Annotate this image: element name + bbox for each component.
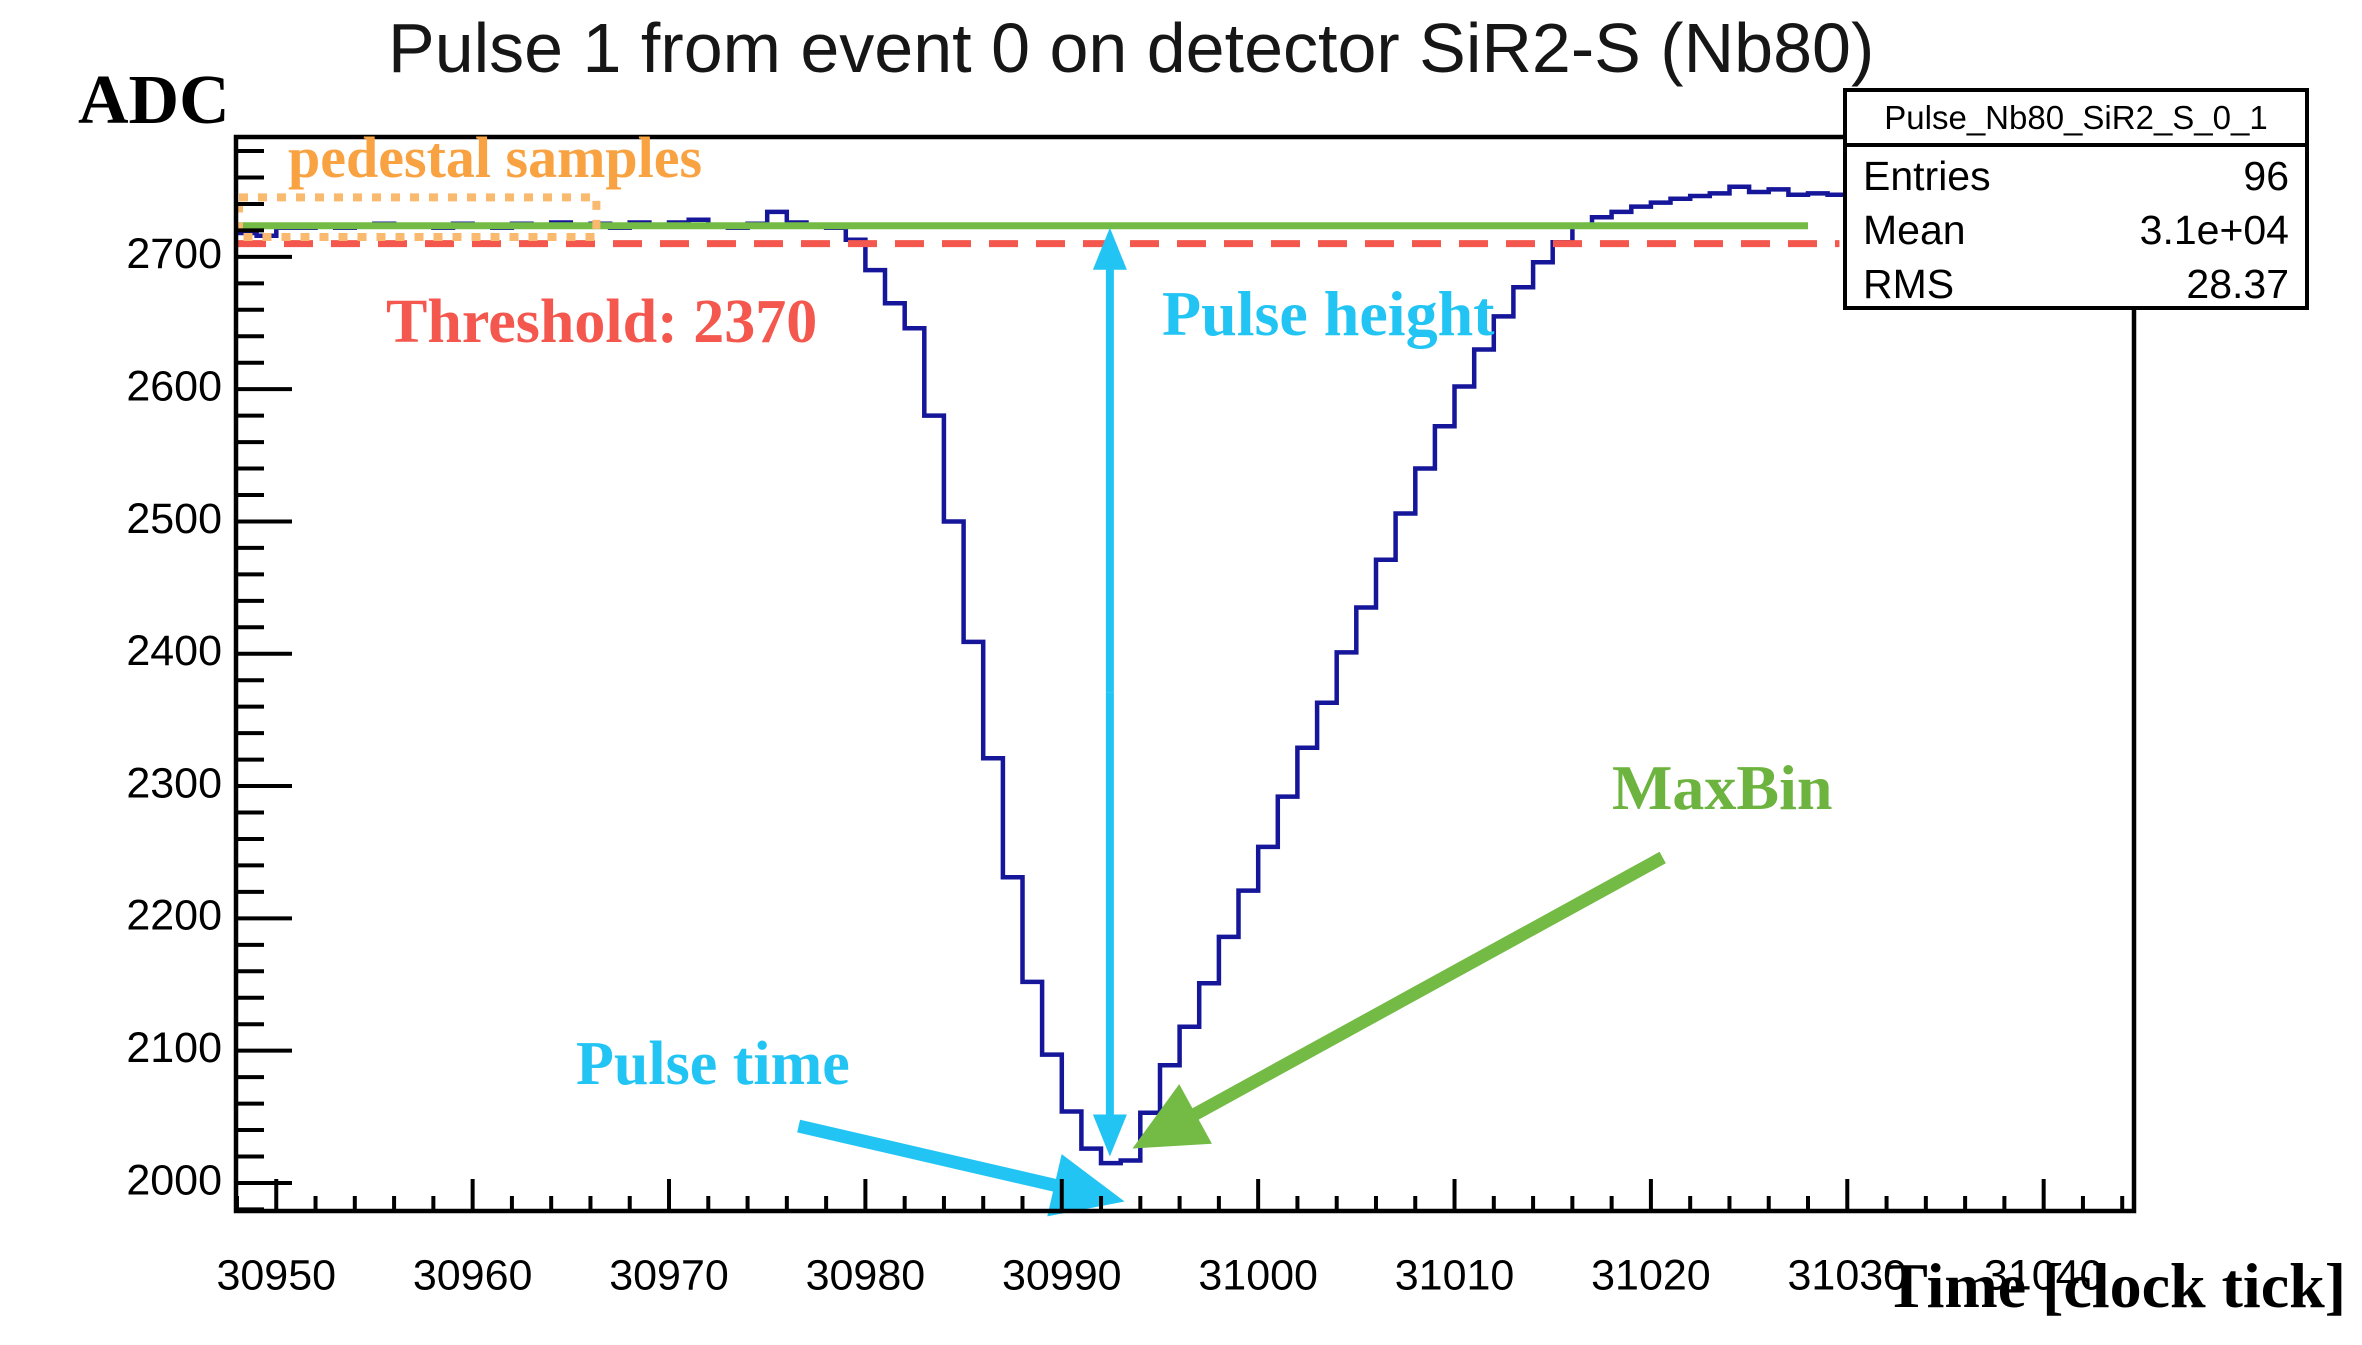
maxbin-arrow-head [1132, 1084, 1212, 1149]
x-axis-title: Time [clock tick] [1885, 1250, 2346, 1321]
pulse-time-arrow-shaft [797, 1119, 1057, 1192]
x-tick-label: 30950 [216, 1251, 336, 1299]
stats-row-mean: Mean 3.1e+04 [1863, 207, 2289, 254]
x-tick-label: 31020 [1591, 1251, 1711, 1299]
stats-rms-value: 28.37 [2186, 261, 2289, 308]
pulse-time-arrow-head [1047, 1154, 1125, 1217]
plot-frame [233, 134, 2137, 1214]
y-axis-title: ADC [78, 62, 230, 139]
pedestal-samples-box [234, 193, 601, 242]
stats-box: Pulse_Nb80_SiR2_S_0_1 Entries 96 Mean 3.… [1843, 88, 2309, 310]
pulse-time-annotation: Pulse time [576, 1030, 850, 1098]
x-tick-label: 30990 [1002, 1251, 1122, 1299]
x-tick-label: 31010 [1395, 1251, 1515, 1299]
stats-rms-label: RMS [1863, 261, 1955, 308]
x-tick-label: 30980 [806, 1251, 926, 1299]
stats-row-rms: RMS 28.37 [1863, 261, 2289, 308]
x-tick-label: 30960 [413, 1251, 533, 1299]
stats-entries-value: 96 [2243, 152, 2289, 199]
y-tick-label: 2000 [126, 1156, 222, 1204]
stats-row-entries: Entries 96 [1863, 153, 2289, 200]
maxbin-annotation: MaxBin [1612, 752, 1833, 823]
x-tick-label: 31040 [1984, 1251, 2104, 1299]
pulse-height-arrow-up-head [1092, 227, 1127, 270]
stats-mean-value: 3.1e+04 [2139, 206, 2289, 253]
y-tick-label: 2300 [126, 759, 222, 807]
page-title: Pulse 1 from event 0 on detector SiR2-S … [388, 9, 1875, 87]
y-tick-label: 2100 [126, 1024, 222, 1072]
pulse-height-annotation: Pulse height [1162, 278, 1495, 349]
y-tick-label: 2700 [126, 230, 222, 278]
stats-box-title: Pulse_Nb80_SiR2_S_0_1 [1847, 92, 2305, 147]
y-tick-label: 2400 [126, 627, 222, 675]
maxbin-arrow-shaft [1191, 851, 1666, 1121]
y-tick-label: 2500 [126, 495, 222, 543]
stats-entries-label: Entries [1863, 152, 1991, 199]
stats-box-rows: Entries 96 Mean 3.1e+04 RMS 28.37 [1847, 147, 2305, 314]
y-tick-label: 2600 [126, 363, 222, 411]
x-tick-label: 31030 [1787, 1251, 1907, 1299]
stats-mean-label: Mean [1863, 206, 1966, 253]
x-tick-label: 30970 [609, 1251, 729, 1299]
pedestal-samples-annotation: pedestal samples [288, 125, 703, 190]
pulse-height-arrow-down-head [1092, 1114, 1127, 1157]
threshold-annotation: Threshold: 2370 [386, 288, 818, 356]
x-tick-label: 31000 [1198, 1251, 1318, 1299]
y-tick-label: 2200 [126, 892, 222, 940]
